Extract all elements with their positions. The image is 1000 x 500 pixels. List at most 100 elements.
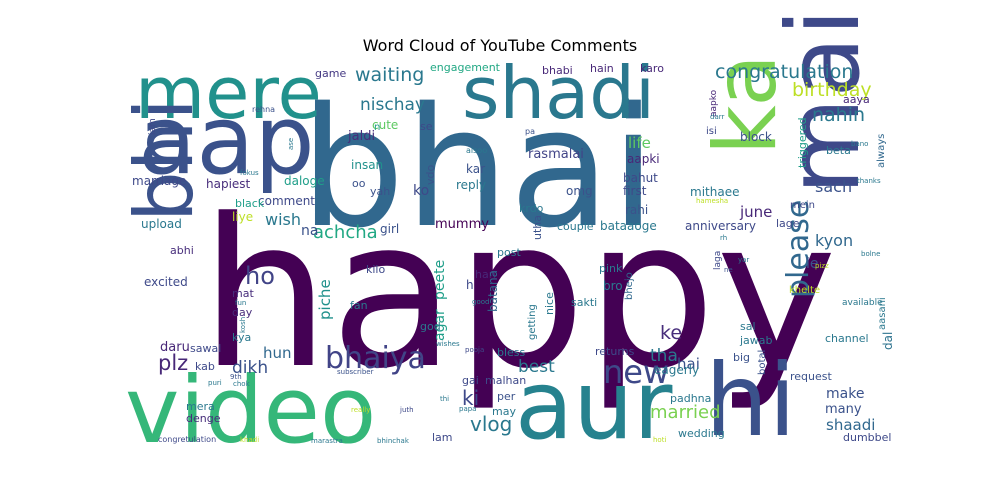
word-h: h (466, 278, 474, 292)
word-mithaee: mithaee (690, 185, 739, 199)
word-wishes: wishes (436, 340, 460, 348)
word-new: new (603, 353, 669, 391)
word-day: day (232, 306, 253, 319)
word-malhan: malhan (485, 374, 526, 387)
word-puri: puri (208, 379, 222, 387)
word-piche: piche (316, 279, 334, 320)
word-thi: thi (440, 395, 449, 403)
word-bless: bless (497, 346, 526, 359)
word-chok: chok (233, 380, 251, 388)
word-bhabi: bhabi (542, 64, 573, 77)
word-ka: ka (696, 54, 796, 155)
word-aur: aur (515, 351, 673, 461)
word-jawab: jawab (739, 334, 773, 347)
word-sal: sal (740, 320, 756, 333)
word-bahut: bahut (623, 171, 658, 185)
word-peete: peete (432, 260, 448, 300)
word-sawal: sawal (190, 342, 221, 355)
word-post: post (497, 246, 521, 259)
word-na: na (301, 223, 318, 239)
word-june: june (739, 203, 772, 221)
word-please: please (781, 200, 816, 298)
word-nischay: nischay (360, 95, 425, 115)
word-nice: nice (543, 292, 556, 315)
word-n: n (374, 122, 380, 133)
word-hain: hain (590, 62, 614, 75)
word-married: married (650, 402, 721, 423)
word-hai: hai (677, 355, 700, 373)
word-really: really (351, 406, 370, 414)
word-may: may (492, 405, 516, 418)
word-life: life (628, 134, 651, 152)
word-utha: utha (531, 215, 544, 240)
word-sakti: sakti (571, 296, 597, 309)
chart-title: Word Cloud of YouTube Comments (362, 36, 638, 55)
word-insan: insan (351, 158, 383, 172)
word-girl: girl (380, 222, 399, 236)
word-request: request (790, 370, 833, 383)
word-fun: fun (235, 299, 246, 307)
word-daloge: daloge (284, 174, 325, 188)
word-triggered: triggered (796, 117, 809, 168)
word-fokus: fokus (240, 169, 259, 177)
word-happy: happy (200, 176, 837, 414)
word-hi: hi (705, 342, 796, 459)
word-black: black (235, 197, 265, 210)
word-le: le (806, 256, 819, 272)
word-gai: gai (462, 374, 479, 387)
word-bolne: bolne (861, 250, 880, 258)
word-eagerly: eagerly (654, 363, 699, 377)
word-available: available (842, 298, 883, 308)
word-thanks: thanks (857, 177, 881, 185)
word-nahin: nahin (812, 104, 865, 126)
word-marriage: marriage (132, 174, 186, 188)
word-achcha: achcha (313, 222, 378, 243)
word-rasmalai: rasmalai (528, 147, 584, 162)
word-bhai: bhai (300, 72, 656, 264)
word-se: se (420, 120, 433, 133)
word-ne: ne (724, 266, 733, 274)
word-ase: ase (287, 138, 295, 150)
word-subscriber: subscriber (337, 368, 374, 376)
word-isi: isi (706, 126, 717, 137)
word-vlog: vlog (470, 412, 512, 436)
word-pooja: pooja (465, 346, 484, 354)
word-mere: mere (135, 51, 322, 135)
word-dumbbel: dumbbel (843, 431, 891, 444)
word-tha: tha (650, 346, 678, 366)
word-batana: batana (486, 270, 500, 312)
word-anniversary: anniversary (685, 219, 756, 233)
word-god: god (420, 320, 441, 333)
word-ko: ko (413, 183, 429, 199)
word-oo: oo (352, 177, 366, 190)
word-shaadi: shaadi (826, 416, 875, 434)
word-dal: dal (881, 332, 895, 350)
word-hamesha: hamesha (696, 197, 728, 205)
word-darr: darr (710, 113, 724, 121)
word-omg: omg (566, 184, 593, 198)
word-bhi: bhi (118, 98, 211, 222)
word-krdo: krdo (519, 202, 544, 215)
word-bhinchak: bhinchak (377, 437, 410, 445)
word-khadi: khadi (240, 436, 259, 444)
word-fan: fan (350, 299, 368, 312)
word-first: first (623, 184, 647, 198)
word-engagement: engagement (430, 61, 501, 74)
word-couple: couple (557, 220, 594, 233)
word-many: many (825, 402, 862, 417)
word-kar: kar (466, 162, 485, 176)
word-bro: bro (603, 279, 623, 293)
word-per: per (497, 390, 516, 403)
word-kya: kya (232, 331, 251, 344)
word-padhna: padhna (670, 392, 711, 405)
word-aasani: aasani (877, 297, 888, 330)
word-best: best (518, 357, 555, 377)
word-rh: rh (720, 234, 727, 242)
word-ho: ho (245, 262, 275, 290)
word-aaya: aaya (843, 93, 870, 106)
word-rahi: rahi (625, 203, 648, 217)
word-bhejo: bhejo (624, 272, 635, 300)
word-khelte: khelte (789, 285, 820, 296)
word-abhi: abhi (170, 244, 194, 257)
